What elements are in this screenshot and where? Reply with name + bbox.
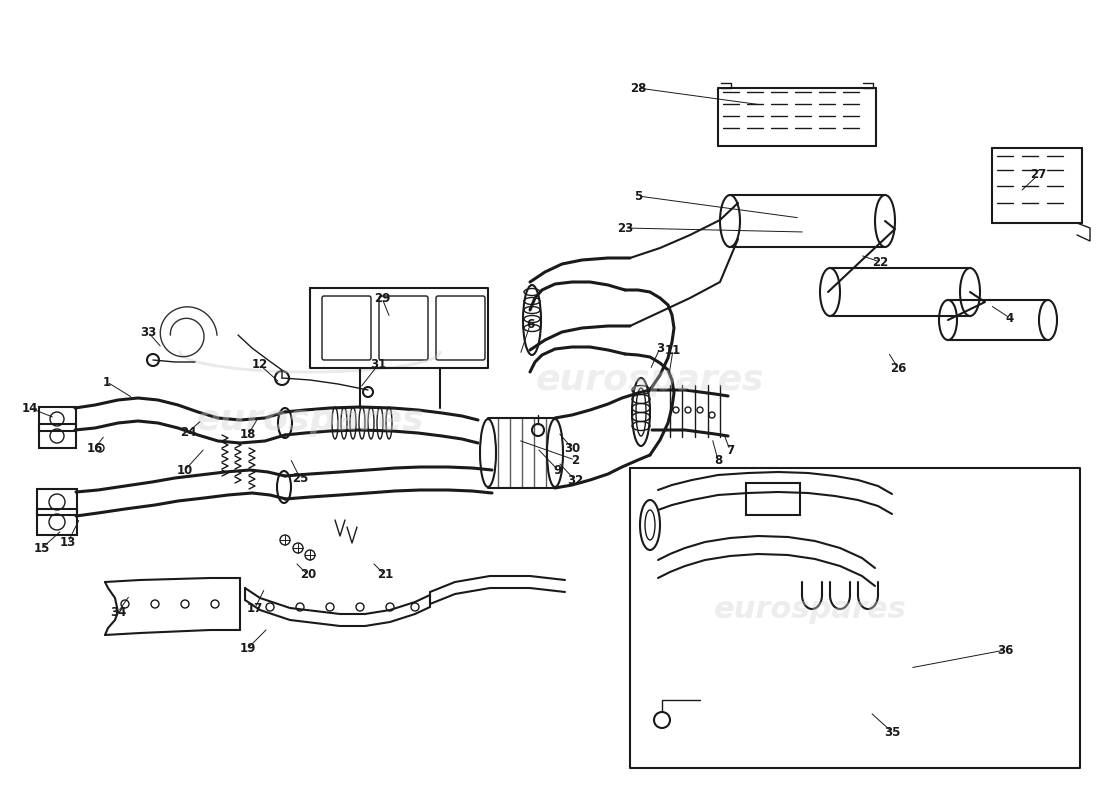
- Text: 17: 17: [246, 602, 263, 614]
- Text: eurospares: eurospares: [714, 595, 906, 625]
- Text: 20: 20: [300, 569, 316, 582]
- Text: 9: 9: [554, 463, 562, 477]
- Text: 28: 28: [630, 82, 646, 94]
- Text: 24: 24: [179, 426, 196, 438]
- Text: 12: 12: [252, 358, 268, 371]
- Text: 11: 11: [664, 343, 681, 357]
- Text: 18: 18: [240, 429, 256, 442]
- Text: 8: 8: [714, 454, 722, 466]
- Text: 6: 6: [526, 318, 535, 331]
- Text: 15: 15: [34, 542, 51, 554]
- Text: 25: 25: [292, 471, 308, 485]
- Text: 26: 26: [890, 362, 906, 374]
- Text: 7: 7: [726, 443, 734, 457]
- Text: 30: 30: [564, 442, 580, 454]
- Text: 1: 1: [103, 375, 111, 389]
- Text: 36: 36: [997, 643, 1013, 657]
- Text: eurospares: eurospares: [536, 363, 764, 397]
- Text: 19: 19: [240, 642, 256, 654]
- Text: 27: 27: [1030, 169, 1046, 182]
- Text: 29: 29: [374, 291, 390, 305]
- Text: 33: 33: [140, 326, 156, 338]
- Text: 3: 3: [656, 342, 664, 354]
- Text: 5: 5: [634, 190, 642, 202]
- Text: 14: 14: [22, 402, 38, 414]
- Text: 22: 22: [872, 255, 888, 269]
- Text: 34: 34: [110, 606, 126, 618]
- Text: 35: 35: [883, 726, 900, 738]
- Text: 13: 13: [59, 535, 76, 549]
- Text: 32: 32: [566, 474, 583, 486]
- Text: 31: 31: [370, 358, 386, 371]
- Text: 4: 4: [1005, 311, 1014, 325]
- Text: 16: 16: [87, 442, 103, 454]
- Text: 10: 10: [177, 463, 194, 477]
- Text: 23: 23: [617, 222, 634, 234]
- Text: 21: 21: [377, 569, 393, 582]
- Text: 2: 2: [571, 454, 579, 466]
- Text: eurospares: eurospares: [196, 403, 425, 437]
